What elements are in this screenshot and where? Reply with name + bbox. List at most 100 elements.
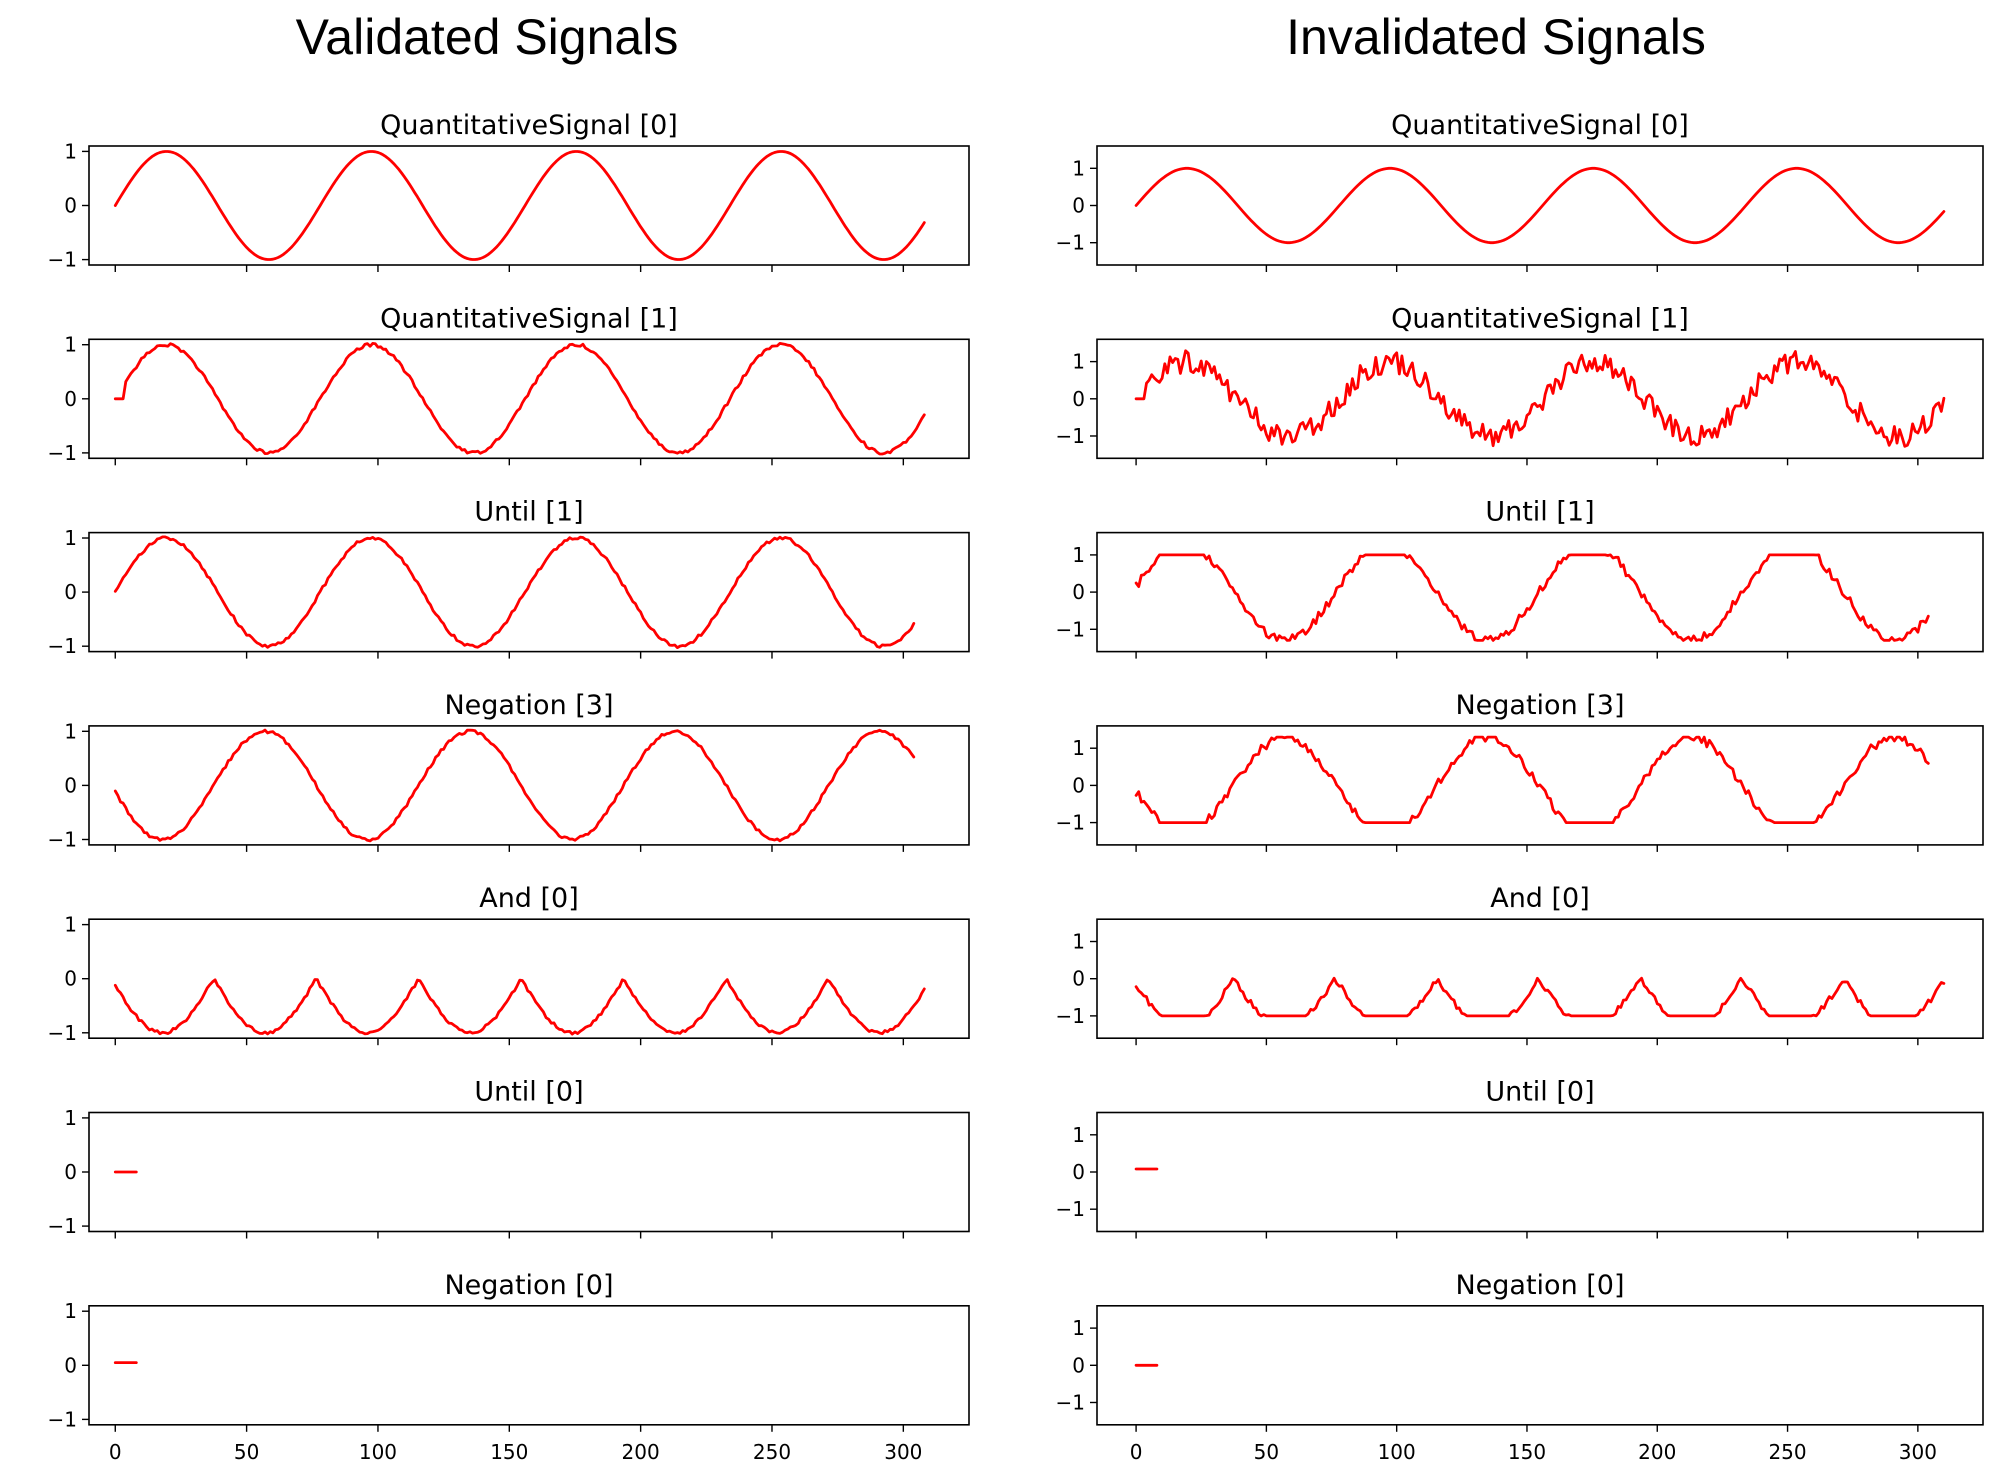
y-tick-label: 1 (64, 1299, 77, 1323)
plot-frame (1096, 1305, 1984, 1426)
x-tick-label: 300 (1899, 1440, 1937, 1464)
panel-title: Until [1] (1485, 497, 1594, 528)
y-tick-label: 0 (1072, 387, 1085, 411)
y-tick-label: 1 (1072, 1316, 1085, 1340)
y-tick-label: −1 (1056, 1004, 1085, 1028)
y-tick-label: −1 (1056, 424, 1085, 448)
y-tick-label: 1 (64, 333, 77, 357)
panel-title: Until [0] (1485, 1077, 1594, 1108)
signal-line (1134, 166, 1946, 245)
panel-invalidated-5: Until [0] −1 0 1 (1056, 1077, 1984, 1239)
y-tick-label: 1 (1072, 930, 1085, 954)
y-tick-label: −1 (48, 1407, 77, 1431)
signal-line (113, 535, 916, 649)
panel-title: QuantitativeSignal [1] (1391, 303, 1689, 334)
panel-invalidated-4: And [0] −1 0 1 (1056, 883, 1984, 1046)
panel-validated-4: And [0] −1 0 1 (48, 883, 970, 1046)
y-tick-label: −1 (48, 441, 77, 465)
panel-validated-6: Negation [0] −1 0 1 0 50 100 150 200 250 300 (48, 1270, 970, 1464)
plot-frame (88, 1111, 970, 1233)
y-tick-label: −1 (48, 634, 77, 658)
y-tick-label: 1 (64, 913, 77, 937)
panel-invalidated-6: Negation [0] −1 0 1 0 50 100 150 200 250 300 (1056, 1270, 1984, 1464)
invalidated-column-title: Invalidated Signals (1286, 9, 1706, 65)
panel-invalidated-0: QuantitativeSignal [0] −1 0 1 (1056, 110, 1984, 272)
x-tick-label: 250 (1768, 1440, 1806, 1464)
y-tick-label: 1 (64, 139, 77, 163)
validated-column-title: Validated Signals (296, 9, 679, 65)
y-tick-label: 0 (64, 1160, 77, 1184)
y-tick-label: 0 (64, 773, 77, 797)
y-tick-label: 0 (64, 387, 77, 411)
signal-line (113, 150, 926, 261)
panel-title: Until [0] (474, 1077, 583, 1108)
plot-frame (1096, 531, 1984, 653)
y-tick-label: 1 (1072, 350, 1085, 374)
x-tick-label: 100 (1378, 1440, 1416, 1464)
y-tick-label: 0 (64, 580, 77, 604)
plot-frame (88, 531, 970, 653)
signal-line (1134, 976, 1946, 1018)
x-tick-label: 250 (753, 1440, 791, 1464)
y-tick-label: 1 (1072, 156, 1085, 180)
panel-title: Negation [0] (1455, 1270, 1624, 1301)
panel-title: QuantitativeSignal [1] (380, 303, 678, 334)
y-tick-label: 0 (1072, 773, 1085, 797)
panel-invalidated-1: QuantitativeSignal [1] −1 0 1 (1056, 303, 1984, 466)
x-tick-label: 200 (1638, 1440, 1676, 1464)
plot-frame (1096, 145, 1984, 266)
signal-line (1134, 735, 1930, 824)
y-tick-label: 0 (64, 967, 77, 991)
y-tick-label: 1 (64, 526, 77, 550)
panel-title: And [0] (479, 883, 579, 914)
y-tick-label: −1 (48, 248, 77, 272)
y-tick-label: −1 (1056, 1197, 1085, 1221)
y-tick-label: 1 (1072, 736, 1085, 760)
panel-title: QuantitativeSignal [0] (1391, 110, 1689, 141)
panel-invalidated-3: Negation [3] −1 0 1 (1056, 690, 1984, 852)
x-tick-label: 50 (1254, 1440, 1279, 1464)
y-tick-label: −1 (48, 1021, 77, 1045)
signal-line (1134, 553, 1930, 642)
panel-validated-2: Until [1] −1 0 1 (48, 497, 970, 659)
signal-line (1134, 349, 1946, 448)
y-tick-label: 0 (1072, 1353, 1085, 1377)
panel-title: Negation [0] (444, 1270, 613, 1301)
panel-title: Until [1] (474, 497, 583, 528)
y-tick-label: 1 (64, 719, 77, 743)
x-tick-label: 150 (490, 1440, 528, 1464)
plot-frame (88, 918, 970, 1040)
y-tick-label: 0 (64, 194, 77, 218)
panel-title: QuantitativeSignal [0] (380, 110, 678, 141)
x-tick-label: 50 (234, 1440, 259, 1464)
plot-frame (88, 145, 970, 266)
y-tick-label: 1 (1072, 543, 1085, 567)
y-tick-label: −1 (1056, 617, 1085, 641)
panel-title: And [0] (1490, 883, 1590, 914)
panel-validated-5: Until [0] −1 0 1 (48, 1077, 970, 1239)
y-tick-label: −1 (1056, 811, 1085, 835)
signal-line (113, 342, 926, 456)
panel-title: Negation [3] (444, 690, 613, 721)
y-tick-label: 0 (1072, 1160, 1085, 1184)
y-tick-label: 0 (1072, 194, 1085, 218)
panel-validated-1: QuantitativeSignal [1] −1 0 1 (48, 303, 970, 466)
panel-title: Negation [3] (1455, 690, 1624, 721)
panel-validated-3: Negation [3] −1 0 1 (48, 690, 970, 852)
plot-frame (88, 338, 970, 460)
x-tick-label: 150 (1508, 1440, 1546, 1464)
x-tick-label: 200 (622, 1440, 660, 1464)
y-tick-label: −1 (1056, 1390, 1085, 1414)
y-tick-label: −1 (48, 827, 77, 851)
x-tick-label: 0 (109, 1440, 122, 1464)
plot-frame (88, 725, 970, 846)
y-tick-label: −1 (48, 1214, 77, 1238)
signal-line (113, 728, 916, 843)
panel-invalidated-2: Until [1] −1 0 1 (1056, 497, 1984, 659)
x-tick-label: 0 (1130, 1440, 1143, 1464)
plot-frame (1096, 918, 1984, 1040)
y-tick-label: 0 (1072, 580, 1085, 604)
y-tick-label: 1 (64, 1106, 77, 1130)
plot-frame (88, 1305, 970, 1426)
